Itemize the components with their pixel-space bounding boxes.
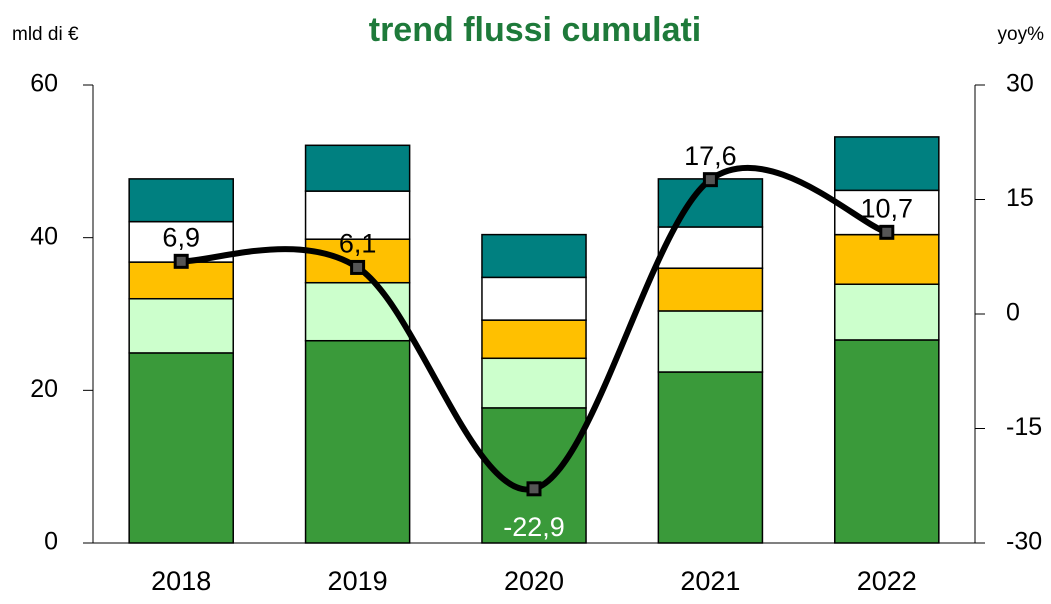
x-tick-label: 2021: [680, 566, 740, 596]
y2-tick-label: -30: [1006, 528, 1042, 556]
bar-segment: [304, 281, 411, 342]
line-marker: [702, 172, 718, 188]
y2-tick-label: 30: [1006, 70, 1034, 98]
y-tick-label: 0: [44, 528, 58, 556]
x-tick-label: 2020: [504, 566, 564, 596]
bar-segment: [128, 178, 234, 223]
data-label: -22,9: [503, 512, 565, 542]
bar-segment: [481, 276, 587, 321]
x-tick-label: 2019: [328, 566, 388, 596]
bar-segment: [834, 283, 940, 341]
bar-segment: [481, 233, 587, 279]
line-marker: [350, 259, 366, 275]
line-marker: [173, 253, 189, 269]
data-label: 17,6: [684, 141, 737, 171]
y-axis-label: mld di €: [12, 24, 79, 45]
bar-segment: [834, 233, 940, 285]
bar-segment: [481, 319, 587, 360]
chart-title: trend flussi cumulati: [369, 11, 702, 49]
y2-axis-label: yoy%: [998, 24, 1045, 45]
y-tick-label: 40: [30, 222, 58, 250]
bar-segment: [128, 297, 234, 354]
y-tick-label: 20: [30, 375, 58, 403]
bar-segment: [304, 190, 411, 240]
y-tick-label: 60: [30, 70, 58, 98]
bar-segment: [481, 357, 587, 409]
line-marker: [879, 224, 895, 240]
data-label: 10,7: [861, 193, 914, 223]
data-label: 6,1: [339, 229, 377, 259]
data-label: 6,9: [162, 222, 200, 252]
bar-segment: [834, 136, 940, 192]
bar-segment: [657, 371, 764, 544]
bar-segment: [657, 267, 764, 312]
x-tick-label: 2018: [151, 566, 211, 596]
y2-tick-label: -15: [1006, 413, 1042, 441]
line-marker: [526, 481, 542, 497]
bar-segment: [304, 339, 411, 544]
x-tick-label: 2022: [857, 566, 917, 596]
y2-tick-label: 0: [1006, 299, 1020, 327]
bar-segment: [657, 310, 764, 373]
bar-segment: [128, 352, 234, 544]
y2-tick-label: 15: [1006, 184, 1034, 212]
bar-segment: [834, 339, 940, 544]
bar-segment: [304, 144, 411, 192]
